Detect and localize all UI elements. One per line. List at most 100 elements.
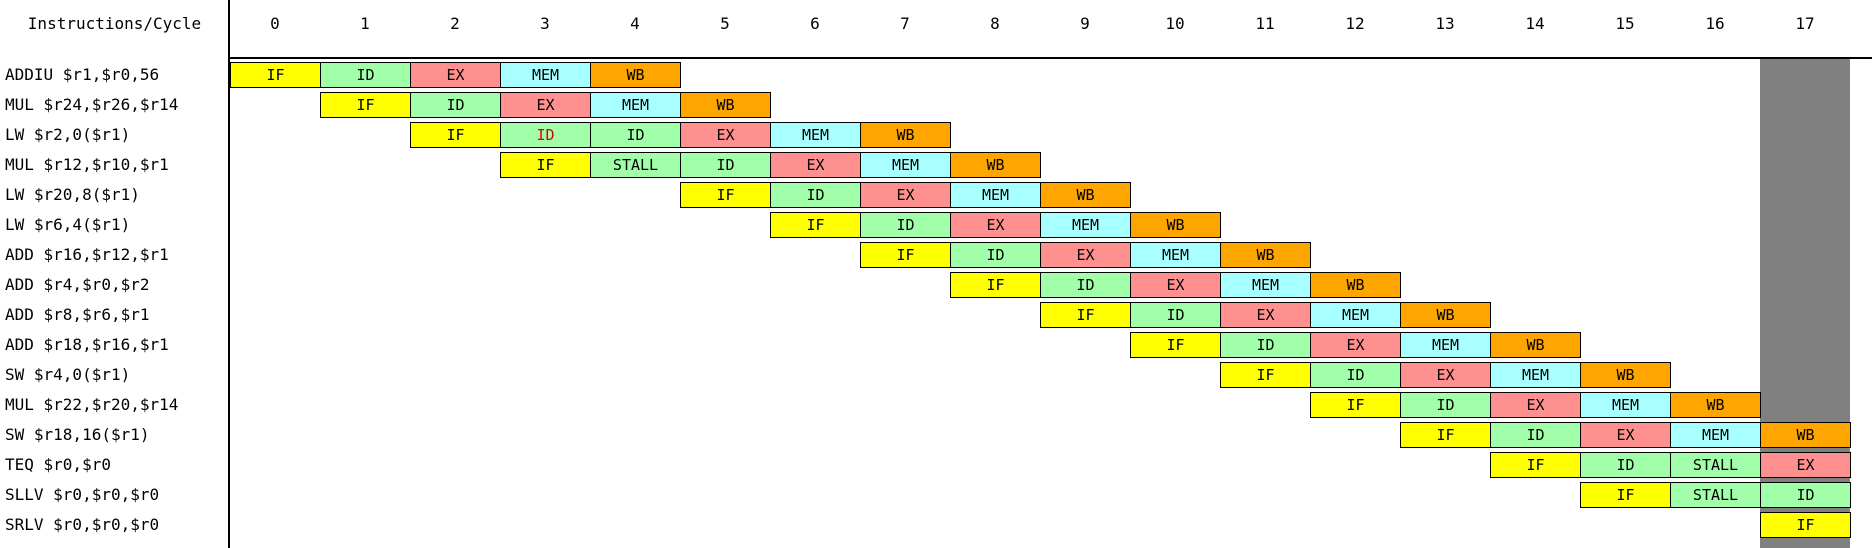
stage-cell-id: ID — [320, 62, 411, 88]
cycle-number: 5 — [720, 14, 730, 33]
cycle-number: 2 — [450, 14, 460, 33]
cycle-number: 7 — [900, 14, 910, 33]
cycle-number: 1 — [360, 14, 370, 33]
stage-cell-if: IF — [860, 242, 951, 268]
cycle-number: 9 — [1080, 14, 1090, 33]
stage-cell-id: ID — [500, 122, 591, 148]
stage-cell-if: IF — [680, 182, 771, 208]
stage-cell-mem: MEM — [1220, 272, 1311, 298]
stage-cell-ex: EX — [1310, 332, 1401, 358]
stage-cell-id: ID — [1760, 482, 1851, 508]
stage-cell-ex: EX — [860, 182, 951, 208]
cycle-number: 4 — [630, 14, 640, 33]
stage-cell-id: ID — [1400, 392, 1491, 418]
stage-cell-ex: EX — [1760, 452, 1851, 478]
stage-cell-if: IF — [1760, 512, 1851, 538]
stage-cell-mem: MEM — [1310, 302, 1401, 328]
stage-cell-ex: EX — [500, 92, 591, 118]
stage-cell-id: ID — [1040, 272, 1131, 298]
stage-cell-wb: WB — [680, 92, 771, 118]
stage-cell-wb: WB — [1310, 272, 1401, 298]
cycle-number: 13 — [1435, 14, 1455, 33]
stage-cell-stall: STALL — [1670, 482, 1761, 508]
cycle-number: 15 — [1615, 14, 1635, 33]
header-title: Instructions/Cycle — [27, 14, 202, 33]
cycle-number: 10 — [1165, 14, 1185, 33]
cycle-number: 17 — [1795, 14, 1815, 33]
instruction-label: SLLV $r0,$r0,$r0 — [5, 485, 160, 504]
stage-cell-if: IF — [230, 62, 321, 88]
stage-cell-mem: MEM — [770, 122, 861, 148]
stage-cell-if: IF — [1400, 422, 1491, 448]
stage-cell-ex: EX — [950, 212, 1041, 238]
stage-cell-id: ID — [680, 152, 771, 178]
stage-cell-ex: EX — [1220, 302, 1311, 328]
cycle-number: 8 — [990, 14, 1000, 33]
stage-cell-stall: STALL — [1670, 452, 1761, 478]
stage-cell-ex: EX — [680, 122, 771, 148]
stage-cell-if: IF — [1490, 452, 1581, 478]
stage-cell-id: ID — [770, 182, 861, 208]
cycle-number: 3 — [540, 14, 550, 33]
stage-cell-if: IF — [320, 92, 411, 118]
stage-cell-if: IF — [770, 212, 861, 238]
instruction-label: LW $r6,4($r1) — [5, 215, 131, 234]
stage-cell-if: IF — [500, 152, 591, 178]
instruction-label: MUL $r12,$r10,$r1 — [5, 155, 169, 174]
stage-cell-if: IF — [1310, 392, 1401, 418]
instruction-label: TEQ $r0,$r0 — [5, 455, 111, 474]
stage-cell-ex: EX — [1130, 272, 1221, 298]
header-divider — [228, 57, 1872, 59]
stage-cell-wb: WB — [1670, 392, 1761, 418]
stage-cell-mem: MEM — [1670, 422, 1761, 448]
stage-cell-wb: WB — [1040, 182, 1131, 208]
stage-cell-ex: EX — [1490, 392, 1581, 418]
instruction-label: LW $r2,0($r1) — [5, 125, 131, 144]
stage-cell-wb: WB — [950, 152, 1041, 178]
stage-cell-mem: MEM — [1490, 362, 1581, 388]
stage-cell-id: ID — [860, 212, 951, 238]
stage-cell-wb: WB — [590, 62, 681, 88]
stage-cell-id: ID — [1220, 332, 1311, 358]
stage-cell-mem: MEM — [500, 62, 591, 88]
instruction-label: ADDIU $r1,$r0,56 — [5, 65, 160, 84]
stage-cell-if: IF — [410, 122, 501, 148]
stage-cell-wb: WB — [1400, 302, 1491, 328]
stage-cell-ex: EX — [410, 62, 501, 88]
stage-cell-mem: MEM — [860, 152, 951, 178]
stage-cell-id: ID — [950, 242, 1041, 268]
stage-cell-wb: WB — [860, 122, 951, 148]
stage-cell-if: IF — [950, 272, 1041, 298]
stage-cell-mem: MEM — [1040, 212, 1131, 238]
stage-cell-wb: WB — [1490, 332, 1581, 358]
stage-cell-id: ID — [1580, 452, 1671, 478]
stage-cell-if: IF — [1130, 332, 1221, 358]
stage-cell-ex: EX — [1040, 242, 1131, 268]
stage-cell-if: IF — [1220, 362, 1311, 388]
cycle-number: 16 — [1705, 14, 1725, 33]
instruction-column-divider — [228, 0, 230, 548]
stage-cell-wb: WB — [1220, 242, 1311, 268]
stage-cell-wb: WB — [1760, 422, 1851, 448]
stage-cell-mem: MEM — [1130, 242, 1221, 268]
stage-cell-id: ID — [1490, 422, 1581, 448]
stage-cell-stall: STALL — [590, 152, 681, 178]
instruction-label: SW $r18,16($r1) — [5, 425, 150, 444]
instruction-label: MUL $r22,$r20,$r14 — [5, 395, 179, 414]
instruction-label: LW $r20,8($r1) — [5, 185, 140, 204]
stage-cell-if: IF — [1580, 482, 1671, 508]
stage-cell-wb: WB — [1580, 362, 1671, 388]
stage-cell-id: ID — [410, 92, 501, 118]
stage-cell-mem: MEM — [1580, 392, 1671, 418]
instruction-label: SRLV $r0,$r0,$r0 — [5, 515, 160, 534]
stage-cell-ex: EX — [1580, 422, 1671, 448]
cycle-number: 14 — [1525, 14, 1545, 33]
stage-cell-id: ID — [590, 122, 681, 148]
cycle-number: 6 — [810, 14, 820, 33]
instruction-label: ADD $r18,$r16,$r1 — [5, 335, 169, 354]
stage-cell-ex: EX — [770, 152, 861, 178]
stage-cell-id: ID — [1130, 302, 1221, 328]
instruction-label: MUL $r24,$r26,$r14 — [5, 95, 179, 114]
instruction-label: ADD $r4,$r0,$r2 — [5, 275, 150, 294]
